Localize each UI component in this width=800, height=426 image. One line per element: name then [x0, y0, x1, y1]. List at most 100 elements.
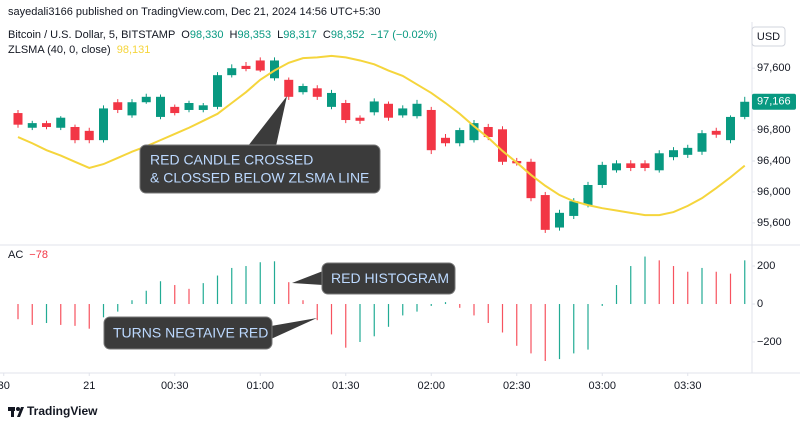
callout-pointer	[271, 318, 317, 339]
ac-bar	[516, 304, 518, 346]
candle-body	[13, 113, 23, 125]
callout-pointer	[292, 271, 323, 285]
y-tick-label: −200	[757, 336, 782, 348]
candle-body	[284, 79, 294, 97]
y-tick-label: 96,000	[757, 186, 791, 198]
candle-body	[56, 117, 66, 128]
ac-bar	[729, 273, 732, 305]
ac-bar	[302, 300, 304, 305]
candle-body	[626, 163, 636, 168]
x-tick-label: 02:30	[503, 380, 531, 392]
ac-bar	[501, 304, 504, 333]
candle-body	[127, 102, 137, 116]
currency-button[interactable]	[751, 26, 786, 47]
ac-bar	[615, 285, 618, 305]
candle-body	[426, 109, 436, 151]
y-tick-label: 96,400	[757, 155, 791, 167]
ac-bar	[45, 304, 48, 324]
ac-bar	[430, 304, 432, 306]
ac-bar	[416, 304, 418, 312]
ac-bar	[159, 281, 162, 305]
ac-bar	[573, 304, 575, 354]
pane-title: AC	[8, 249, 23, 261]
candle-body	[327, 92, 336, 107]
callout-text: TURNS NEGTAIVE RED	[113, 325, 268, 341]
ac-bar	[601, 304, 603, 306]
ac-bar	[459, 304, 461, 308]
overlay-value: 98,131	[117, 44, 151, 56]
ac-bar	[345, 304, 347, 348]
ac-bar	[644, 256, 646, 305]
ac-pane	[17, 256, 746, 361]
x-tick-label: 03:00	[588, 380, 616, 392]
ac-bar	[744, 260, 746, 305]
candle-body	[70, 126, 80, 141]
candle-body	[526, 161, 536, 199]
candle-body	[683, 147, 693, 155]
ac-bar	[202, 283, 204, 305]
candle-body	[555, 212, 564, 228]
pane-legend: AC −78	[8, 249, 48, 261]
candle-body	[569, 201, 579, 216]
y-tick-label: 97,600	[757, 62, 791, 74]
candle-body	[697, 133, 707, 152]
callout-text: & CLOSSED BELOW ZLSMA LINE	[150, 170, 369, 186]
candle-body	[369, 101, 379, 113]
ac-bar	[487, 304, 489, 324]
candle-body	[170, 106, 180, 114]
ac-bar	[316, 304, 318, 321]
ac-bar	[473, 304, 475, 316]
candle-body	[156, 96, 165, 117]
candle-body	[84, 130, 94, 141]
y-tick-label: 0	[757, 298, 763, 310]
zlsma-line	[17, 54, 746, 217]
ac-bar	[74, 304, 76, 326]
candle-body	[597, 164, 607, 185]
legend-value: 98,352	[331, 29, 365, 41]
ac-bar	[359, 304, 361, 342]
ac-bar	[231, 267, 233, 305]
candle-body	[312, 88, 322, 97]
legend-key: L	[277, 29, 283, 41]
candle-body	[483, 126, 493, 138]
candle-body	[99, 108, 108, 141]
legend-value: 98,353	[237, 29, 271, 41]
y-tick-label: 95,600	[757, 217, 791, 229]
callout-box	[321, 262, 456, 295]
x-tick-label: 00:30	[161, 380, 189, 392]
candle-body	[113, 102, 123, 110]
ac-bar	[102, 304, 105, 318]
candle-body	[441, 137, 450, 144]
candle-body	[711, 130, 721, 135]
legend-value: 98,330	[190, 29, 224, 41]
candle-body	[184, 103, 194, 110]
ac-bar	[216, 275, 219, 305]
ac-bar	[687, 271, 689, 305]
candle-body	[583, 184, 593, 206]
ac-bar	[444, 302, 447, 305]
legend-title: Bitcoin / U.S. Dollar, 5, BITSTAMP	[8, 29, 175, 41]
candle-body	[255, 60, 265, 71]
candle-body	[341, 103, 351, 121]
y-tick-label: 200	[757, 260, 775, 272]
legend-row: ZLSMA (40, 0, close) 98,131	[8, 44, 150, 56]
price-pane	[13, 54, 750, 233]
ac-bar	[373, 304, 375, 337]
callout-box	[139, 144, 381, 194]
ac-bar	[630, 266, 632, 305]
candle-body	[726, 116, 735, 141]
candle-body	[412, 103, 422, 117]
ac-bar	[17, 304, 19, 320]
ac-bar	[387, 304, 390, 327]
ac-bar	[117, 304, 119, 312]
x-tick-label: 01:30	[332, 380, 360, 392]
callout-text: RED CANDLE CROSSED	[150, 152, 313, 168]
candle-body	[270, 60, 279, 79]
candle-body	[398, 108, 408, 116]
ac-bar	[259, 262, 261, 305]
pane-value: −78	[29, 249, 48, 261]
candle-body	[669, 150, 678, 158]
legend-key: O	[181, 29, 190, 41]
candle-body	[640, 163, 650, 168]
